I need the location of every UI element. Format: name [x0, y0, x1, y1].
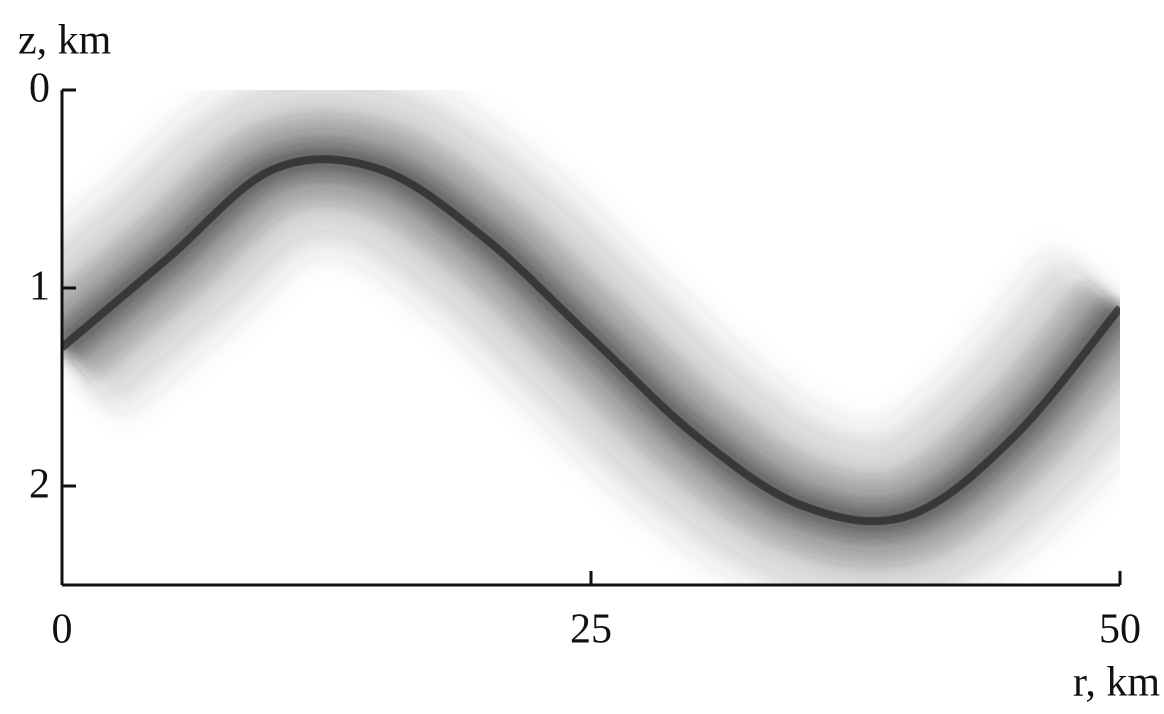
x-tick-label: 0 [52, 607, 73, 653]
y-tick-label: 1 [29, 264, 50, 310]
x-axis-label: r, km [1073, 660, 1160, 706]
y-tick-label: 2 [29, 462, 50, 508]
y-tick-label: 0 [29, 66, 50, 112]
plot-area [62, 90, 1120, 585]
ray-density-core [62, 155, 1120, 526]
y-axis-label: z, km [18, 18, 112, 64]
x-tick-label: 25 [570, 607, 612, 653]
x-tick-label: 50 [1099, 607, 1141, 653]
